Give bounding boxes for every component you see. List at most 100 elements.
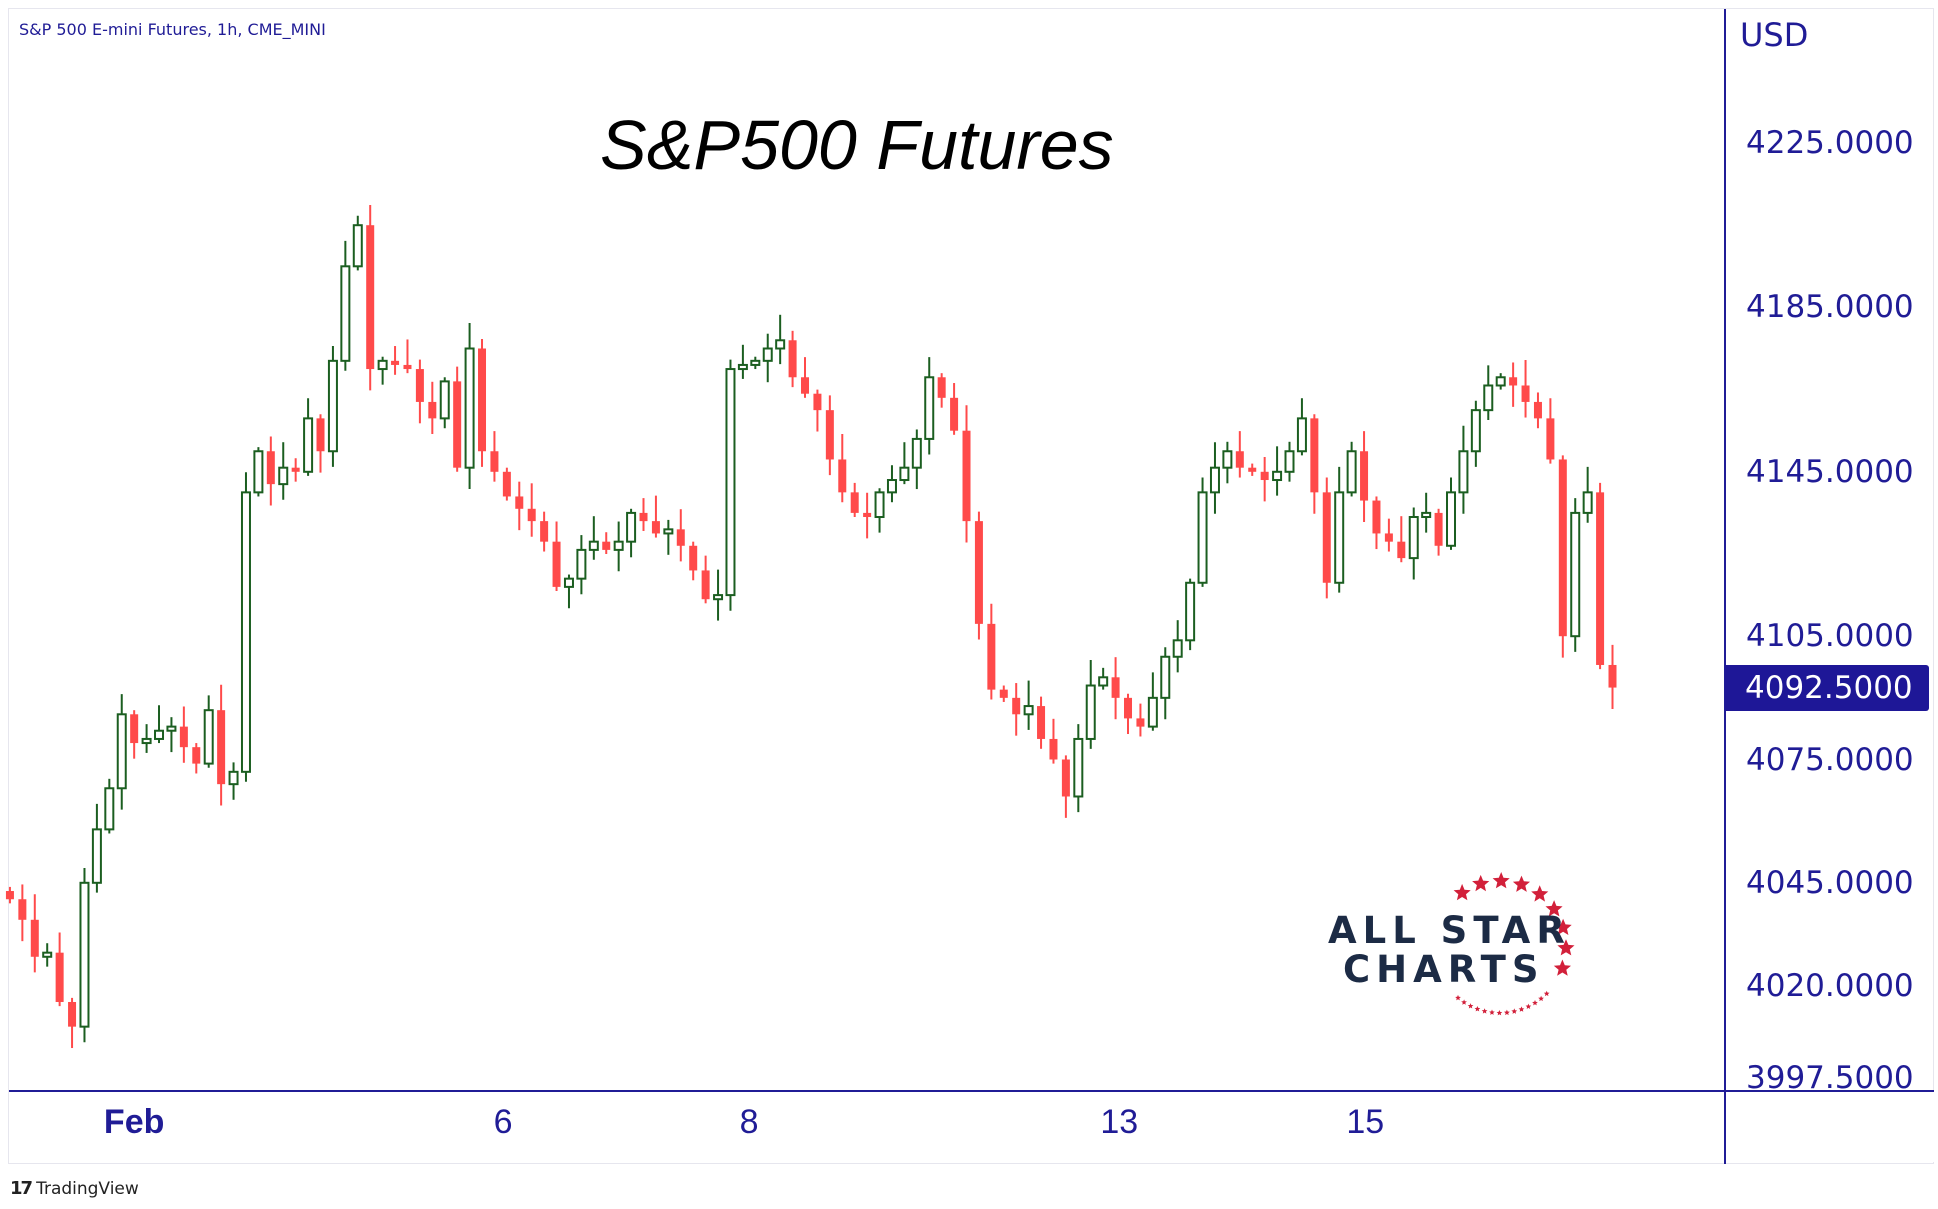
- candle-body-up: [713, 594, 724, 601]
- candle: [55, 932, 64, 1007]
- candle: [42, 943, 53, 967]
- candle: [91, 803, 102, 893]
- candle: [130, 710, 139, 759]
- candle-body-down: [391, 360, 400, 365]
- candle-body-up: [1209, 466, 1220, 494]
- price-axis-line: [1724, 9, 1726, 1164]
- candle: [1310, 414, 1319, 514]
- candle: [1558, 455, 1567, 658]
- candle: [203, 695, 214, 768]
- candle: [366, 205, 375, 391]
- candle: [266, 436, 275, 506]
- candle: [490, 431, 499, 482]
- candle: [154, 705, 165, 744]
- candle: [340, 240, 351, 371]
- candle: [1172, 620, 1183, 673]
- candle-body-down: [788, 340, 797, 378]
- candle: [352, 215, 363, 271]
- candle: [278, 442, 289, 500]
- star-icon: [1467, 1003, 1474, 1009]
- candle: [911, 429, 922, 490]
- candle: [179, 706, 188, 763]
- candle-body-down: [552, 541, 561, 587]
- candle-body-up: [1296, 417, 1307, 453]
- candle: [1582, 466, 1593, 523]
- star-icon: [1557, 939, 1575, 956]
- candle: [527, 483, 536, 537]
- candle-body-up: [1023, 705, 1034, 716]
- candle: [228, 762, 239, 800]
- candle-body-up: [1073, 737, 1084, 798]
- candle-body-down: [30, 919, 39, 957]
- candle-body-down: [701, 570, 710, 600]
- symbol-legend[interactable]: S&P 500 E-mini Futures, 1h, CME_MINI: [19, 20, 326, 39]
- candle: [240, 472, 251, 782]
- candle: [1334, 466, 1345, 593]
- candle-body-up: [303, 417, 314, 473]
- candle-body-up: [1458, 450, 1469, 494]
- candle: [1296, 398, 1307, 456]
- candle-body-down: [540, 521, 549, 542]
- candle: [602, 532, 611, 554]
- candle-body-up: [91, 828, 102, 884]
- candle: [1260, 457, 1269, 502]
- candle: [1160, 647, 1171, 720]
- candle: [1147, 672, 1158, 731]
- currency-label[interactable]: USD: [1740, 16, 1809, 54]
- candle: [1049, 718, 1058, 764]
- candle-body-down: [1533, 401, 1542, 419]
- tradingview-branding[interactable]: 17 TradingView: [10, 1178, 139, 1199]
- candle: [1384, 518, 1393, 552]
- candle: [1061, 755, 1070, 818]
- logo-line2: CHARTS: [1343, 948, 1545, 991]
- candle: [825, 395, 834, 476]
- candle-body-up: [1495, 376, 1506, 387]
- candle: [762, 333, 773, 383]
- candle: [1136, 703, 1145, 737]
- candle-body-down: [217, 710, 226, 785]
- candle-body-down: [1124, 697, 1133, 719]
- star-icon: [1554, 918, 1572, 935]
- candle: [626, 508, 637, 558]
- candle: [453, 366, 462, 472]
- candle-body-up: [775, 339, 786, 350]
- candle: [428, 381, 437, 434]
- candle: [377, 356, 388, 385]
- candle-body-up: [439, 380, 450, 420]
- candle-body-up: [166, 725, 177, 732]
- star-icon: [1474, 1006, 1481, 1012]
- candle-body-down: [453, 381, 462, 468]
- star-icon: [1489, 1009, 1495, 1015]
- candle-body-up: [1085, 684, 1096, 740]
- candle-body-up: [1483, 384, 1494, 412]
- chart-frame: [8, 8, 1934, 1164]
- candle-body-up: [377, 359, 388, 371]
- candle: [999, 685, 1008, 702]
- candle-body-down: [1384, 533, 1393, 542]
- candle: [1322, 477, 1331, 599]
- candle-body-up: [911, 437, 922, 469]
- candle-body-up: [1570, 511, 1581, 638]
- candle: [478, 339, 487, 467]
- candle-body-down: [1360, 451, 1369, 501]
- candle-body-down: [1235, 451, 1244, 468]
- candle-body-down: [1322, 492, 1331, 583]
- chart-title: S&P500 Futures: [600, 106, 1114, 184]
- candle: [1521, 360, 1530, 418]
- candle: [1085, 660, 1096, 749]
- candle: [1023, 680, 1034, 730]
- candle-body-down: [676, 529, 685, 546]
- candle-body-up: [1421, 511, 1432, 519]
- candle: [1495, 373, 1506, 390]
- candle: [166, 717, 177, 753]
- candle-body-down: [651, 521, 660, 534]
- candle-body-down: [527, 508, 536, 522]
- all-star-charts-logo: ALL STAR CHARTS: [1320, 862, 1600, 1032]
- candle-body-up: [104, 787, 115, 831]
- star-icon: [1543, 990, 1550, 997]
- candle-body-up: [1272, 470, 1283, 482]
- star-icon: [1492, 872, 1510, 889]
- last-price-badge: 4092.5000: [1725, 664, 1929, 711]
- candlestick-chart[interactable]: [0, 0, 1724, 1090]
- candle: [987, 603, 996, 700]
